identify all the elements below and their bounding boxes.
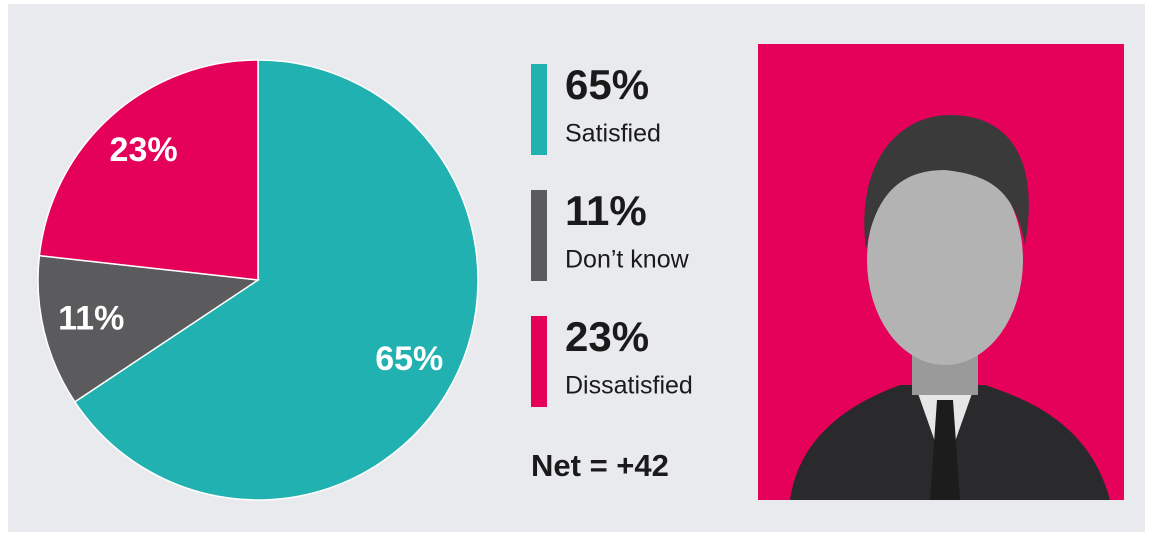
legend-swatch bbox=[531, 190, 547, 281]
slice-label: 65% bbox=[375, 340, 443, 378]
legend-label: Don’t know bbox=[565, 246, 690, 274]
pie-slice bbox=[37, 254, 261, 403]
pie: 65% 11% 23% bbox=[37, 59, 479, 501]
legend-label: Satisfied bbox=[565, 120, 661, 148]
legend-value: 65% bbox=[565, 61, 649, 108]
legend-swatch bbox=[531, 316, 547, 407]
photo-tie bbox=[930, 400, 960, 500]
legend: 65% Satisfied 11% Don’t know 23% Dissatisfied bbox=[531, 61, 693, 407]
pie-slice bbox=[73, 59, 479, 501]
photo-face bbox=[867, 155, 1023, 365]
photo-hair bbox=[864, 115, 1029, 250]
slice-label: 23% bbox=[110, 131, 178, 169]
net-annotation: Net = +42 bbox=[531, 448, 669, 483]
legend-value: 23% bbox=[565, 313, 649, 360]
portrait bbox=[758, 44, 1124, 500]
legend-swatch bbox=[531, 64, 547, 155]
pie-slice bbox=[38, 59, 259, 281]
slice-label: 11% bbox=[58, 299, 124, 337]
legend-label: Dissatisfied bbox=[565, 372, 693, 400]
legend-value: 11% bbox=[565, 187, 647, 234]
